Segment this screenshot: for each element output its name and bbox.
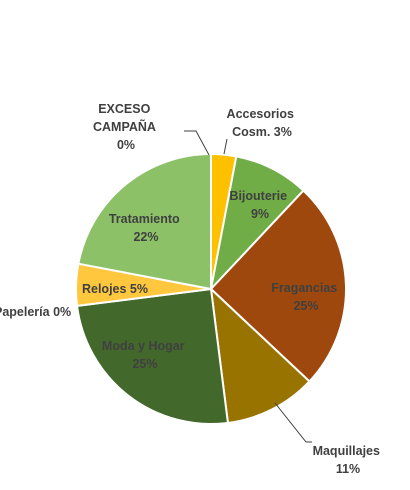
slice-tratamiento [77,152,212,291]
slice-labels: Accesorios Cosm. 3% Bijouterie 9% Fragan… [0,102,384,476]
label-moda-y-hogar: Moda y Hogar 25% [102,339,188,371]
leader-accesorios [223,138,228,155]
leader-exceso-campana [184,130,210,156]
label-relojes: Relojes 5% [82,282,148,296]
label-maquillajes: Maquillajes 11% [313,444,384,476]
label-exceso-campana: EXCESO CAMPAÑA 0% [93,102,159,152]
leader-lines [184,130,312,443]
label-papeleria: Papelería 0% [0,305,71,319]
label-bijouterie: Bijouterie 9% [229,189,290,221]
slice-fragancias [209,189,347,383]
label-accesorios: Accesorios Cosm. 3% [227,107,298,139]
slice-maquillajes [209,286,311,425]
pie-slices [75,152,347,425]
label-tratamiento: Tratamiento 22% [109,212,183,244]
label-fragancias: Fragancias 25% [271,281,341,313]
leader-maquillajes [274,402,312,443]
slice-moda-y-hogar [75,287,230,425]
